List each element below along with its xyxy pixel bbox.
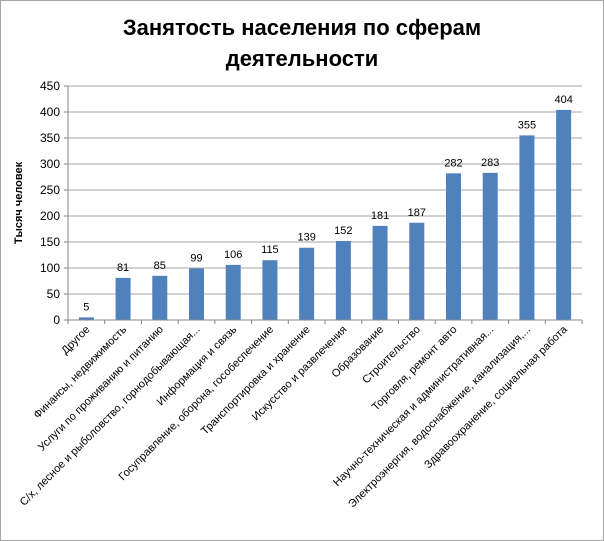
- bar: [299, 247, 315, 320]
- bars: [78, 109, 572, 320]
- data-label: 85: [154, 260, 166, 272]
- y-tick-label: 50: [47, 287, 61, 301]
- data-label: 81: [117, 262, 129, 274]
- y-tick-label: 150: [40, 235, 60, 249]
- data-label: 404: [554, 94, 572, 106]
- data-label: 283: [481, 157, 499, 169]
- y-axis-ticks: 0 50 100 150 200 250 300 350 400 450: [40, 79, 68, 327]
- bar: [225, 264, 241, 320]
- y-axis-title: Тысяч человек: [13, 161, 25, 244]
- data-label: 106: [224, 249, 242, 261]
- y-tick-label: 100: [40, 261, 60, 275]
- bar: [556, 109, 572, 320]
- data-label: 99: [190, 253, 202, 265]
- data-label: 115: [261, 244, 279, 256]
- y-tick-label: 0: [53, 313, 60, 327]
- bar: [262, 260, 278, 320]
- gridlines: [68, 85, 582, 295]
- data-labels: 5 81 85 99 106 115 139 152 181 187 282 283 355 404: [83, 94, 573, 313]
- y-tick-label: 350: [40, 131, 60, 145]
- bar: [446, 173, 461, 320]
- data-label: 181: [371, 210, 389, 222]
- data-label: 355: [518, 119, 536, 131]
- chart-title-line-1: Занятость населения по сферам: [122, 15, 482, 40]
- data-label: 5: [83, 301, 89, 313]
- y-tick-label: 200: [40, 209, 60, 223]
- bar: [482, 172, 498, 320]
- bar: [335, 240, 351, 320]
- x-category-label: Другое: [59, 324, 92, 357]
- y-tick-label: 450: [40, 79, 60, 93]
- data-label: 139: [297, 232, 315, 244]
- bar: [372, 225, 388, 320]
- chart-title: Занятость населения по сферам деятельнос…: [0, 12, 604, 74]
- bar: [409, 222, 425, 320]
- data-label: 282: [444, 157, 462, 169]
- bar: [152, 275, 168, 320]
- bar: [519, 135, 535, 320]
- bar: [78, 317, 94, 320]
- y-tick-label: 300: [40, 157, 60, 171]
- y-tick-label: 250: [40, 183, 60, 197]
- bar: [115, 277, 131, 320]
- chart-title-line-2: деятельности: [225, 46, 379, 71]
- y-tick-label: 400: [40, 105, 60, 119]
- data-label: 187: [408, 207, 426, 219]
- bar: [189, 268, 204, 320]
- data-label: 152: [334, 225, 352, 237]
